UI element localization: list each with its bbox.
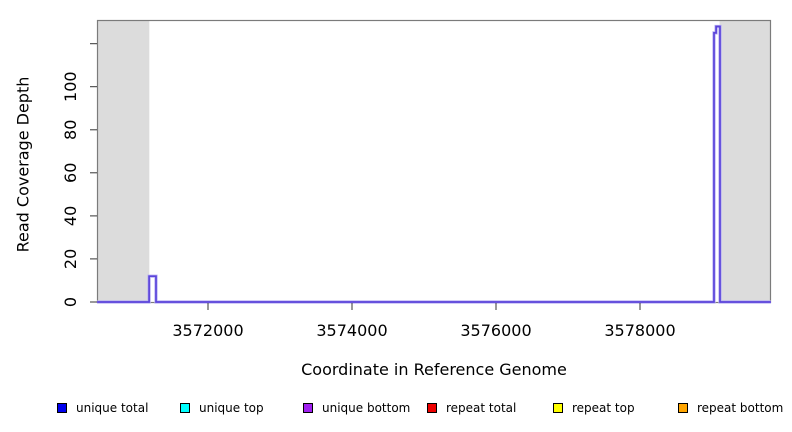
masked-region-right — [719, 21, 771, 302]
x-tick-label: 3578000 — [604, 321, 675, 340]
legend-label: repeat top — [572, 401, 635, 415]
legend-swatch-icon — [180, 403, 190, 413]
legend-label: repeat bottom — [697, 401, 784, 415]
legend-swatch-icon — [553, 403, 563, 413]
legend-item-repeat-bottom: repeat bottom — [678, 401, 783, 415]
x-tick-label: 3576000 — [460, 321, 531, 340]
legend: unique total unique top unique bottom repea… — [0, 398, 792, 422]
legend-swatch-icon — [57, 403, 67, 413]
masked-region-left — [97, 21, 150, 302]
legend-item-unique-total: unique total — [57, 401, 148, 415]
y-tick-label: 100 — [61, 71, 80, 102]
x-tick-label: 3574000 — [316, 321, 387, 340]
legend-item-unique-top: unique top — [180, 401, 264, 415]
legend-item-repeat-top: repeat top — [553, 401, 635, 415]
legend-label: unique total — [76, 401, 149, 415]
legend-label: repeat total — [446, 401, 517, 415]
y-axis-title: Read Coverage Depth — [13, 76, 33, 253]
plot-border — [96, 19, 772, 304]
x-axis-title: Coordinate in Reference Genome — [301, 360, 567, 379]
legend-label: unique top — [199, 401, 264, 415]
y-tick-label: 40 — [61, 206, 80, 226]
legend-item-unique-bottom: unique bottom — [303, 401, 410, 415]
y-tick-label: 20 — [61, 249, 80, 269]
legend-item-repeat-total: repeat total — [427, 401, 516, 415]
y-tick-label: 80 — [61, 120, 80, 140]
coverage-line — [97, 25, 771, 303]
y-tick-label: 0 — [61, 297, 80, 307]
legend-swatch-icon — [678, 403, 688, 413]
coverage-line-halo — [97, 24, 771, 304]
legend-swatch-icon — [427, 403, 437, 413]
legend-label: unique bottom — [322, 401, 411, 415]
x-tick-label: 3572000 — [172, 321, 243, 340]
legend-swatch-icon — [303, 403, 313, 413]
y-tick-label: 60 — [61, 163, 80, 183]
